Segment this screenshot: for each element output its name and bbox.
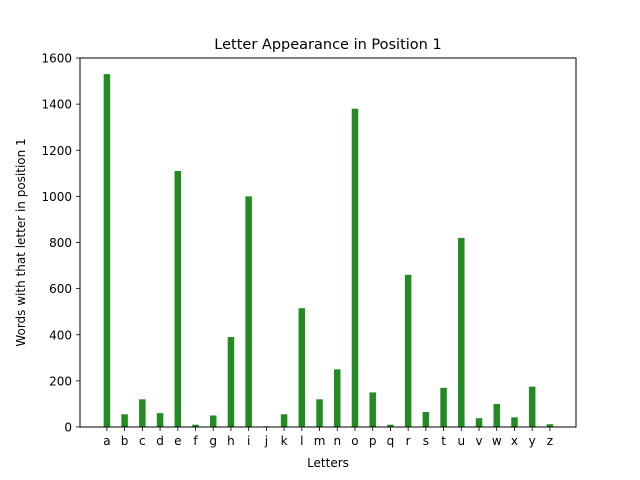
x-tick-label: t <box>441 434 446 448</box>
bar-b <box>121 414 128 427</box>
bar-f <box>192 424 199 427</box>
y-axis-ticks: 0 200 400 600 800 1000 1200 1400 1600 <box>41 52 80 435</box>
y-tick-label: 1000 <box>41 190 72 204</box>
y-tick-label: 1400 <box>41 98 72 112</box>
x-tick-label: e <box>174 434 181 448</box>
y-tick-label: 1200 <box>41 144 72 158</box>
x-tick-label: c <box>139 434 146 448</box>
x-tick-label: v <box>475 434 482 448</box>
x-tick-label: s <box>423 434 429 448</box>
x-tick-label: m <box>314 434 326 448</box>
bar-o <box>351 108 359 428</box>
x-axis-label: Letters <box>307 456 349 470</box>
x-tick-label: f <box>193 434 198 448</box>
x-tick-label: b <box>121 434 129 448</box>
x-tick-label: y <box>529 434 536 448</box>
bar-l <box>298 308 306 427</box>
bar-u <box>458 237 465 427</box>
bar-m <box>316 399 323 427</box>
bar-w <box>493 403 500 427</box>
bar-e <box>174 171 182 427</box>
plot-frame <box>79 57 577 428</box>
y-tick-label: 1600 <box>41 52 72 66</box>
y-tick-label: 400 <box>49 328 72 342</box>
bar-k <box>280 414 288 427</box>
x-tick-label: q <box>387 434 395 448</box>
bar-q <box>387 424 394 427</box>
y-tick-label: 200 <box>49 374 72 388</box>
x-tick-label: k <box>281 434 288 448</box>
y-tick-label: 600 <box>49 282 72 296</box>
y-axis-label: Words with that letter in position 1 <box>14 138 28 346</box>
x-tick-label: h <box>227 434 235 448</box>
bar-p <box>369 392 376 427</box>
bar-v <box>475 418 483 427</box>
bar-g <box>209 415 217 427</box>
x-tick-label: i <box>247 434 250 448</box>
bar-h <box>227 337 235 427</box>
bar-r <box>404 274 412 427</box>
x-tick-label: l <box>300 434 303 448</box>
y-tick-label: 800 <box>49 236 72 250</box>
x-tick-label: p <box>369 434 377 448</box>
x-tick-label: d <box>156 434 164 448</box>
x-tick-label: z <box>547 434 553 448</box>
bar-s <box>422 412 430 427</box>
bar-x <box>511 417 518 427</box>
bar-i <box>245 196 252 427</box>
bar-d <box>156 413 164 427</box>
x-tick-label: o <box>351 434 358 448</box>
x-tick-label: w <box>492 434 502 448</box>
bar-z <box>546 424 554 427</box>
x-tick-label: g <box>209 434 217 448</box>
x-tick-label: n <box>333 434 341 448</box>
bars-group <box>103 74 554 428</box>
bar-t <box>440 387 447 427</box>
y-tick-label: 0 <box>64 421 72 435</box>
x-tick-label: a <box>103 434 110 448</box>
x-tick-label: x <box>511 434 518 448</box>
bar-c <box>139 399 146 427</box>
x-tick-label: r <box>406 434 411 448</box>
bar-n <box>334 369 341 427</box>
chart-title: Letter Appearance in Position 1 <box>214 37 441 53</box>
x-tick-label: u <box>457 434 465 448</box>
bar-y <box>528 386 536 427</box>
bar-a <box>103 74 111 428</box>
x-tick-label: j <box>264 434 268 448</box>
